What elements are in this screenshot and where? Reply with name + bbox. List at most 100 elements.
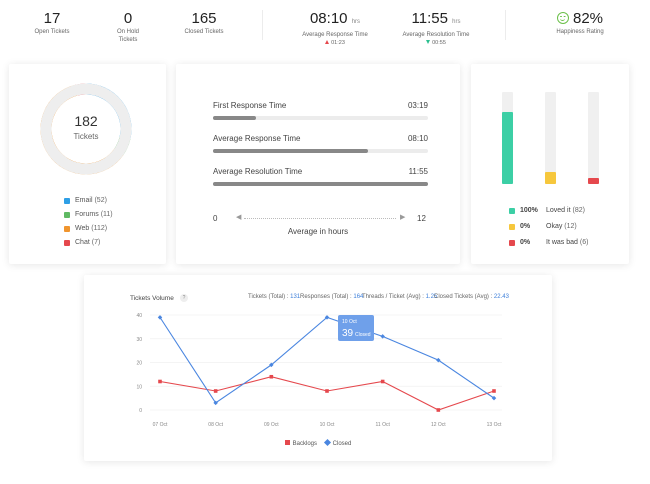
tickets-volume-chart: 40 30 20 10 0 07 Oct 08 Oct 09 Oct 10 Oct 11 Oct 1… [136, 313, 502, 428]
happiness-name: Loved it [546, 207, 571, 214]
open-tickets-stat[interactable]: 17 Open Tickets [22, 10, 82, 36]
y-tick-label: 20 [136, 361, 142, 367]
stat-threads-avg: Threads / Ticket (Avg) : 1.25 [362, 294, 437, 300]
tickets-volume-card: Tickets Volume ? Tickets (Total) : 131 R… [84, 275, 552, 461]
legend-backlogs[interactable]: Backlogs [292, 441, 317, 447]
response-row-value: 03:19 [407, 101, 428, 110]
channel-count: (52) [94, 197, 107, 204]
response-bar-fill [213, 149, 368, 153]
scale-dotted-axis [244, 218, 396, 219]
happiness-bar-fill [588, 177, 599, 184]
channel-legend-item[interactable]: Email (52) [64, 197, 107, 204]
open-tickets-label: Open Tickets [34, 29, 70, 35]
donut-total-label: Tickets [73, 132, 98, 141]
channel-count: (112) [91, 225, 108, 232]
y-tick-label: 40 [136, 313, 142, 319]
help-icon[interactable]: ? [180, 294, 188, 302]
avg-response-value: 08:10 [309, 10, 348, 27]
happiness-count: (6) [579, 239, 589, 246]
open-tickets-value: 17 [43, 10, 61, 27]
x-tick-label: 07 Oct [153, 422, 168, 428]
response-bar-track [213, 149, 428, 153]
channel-legend-item[interactable]: Forums (11) [64, 211, 113, 218]
top-stats-bar: 17 Open Tickets 0 On Hold Tickets 165 Cl… [0, 0, 650, 48]
happiness-bar-track[interactable] [545, 92, 556, 184]
happiness-legend-item[interactable]: 0% Okay (12) [509, 223, 577, 230]
on-hold-stat[interactable]: 0 On Hold Tickets [98, 10, 158, 44]
scale-caption: Average in hours [287, 227, 349, 236]
trend-up-icon [325, 40, 330, 44]
avg-response-delta: 01:23 [331, 40, 345, 46]
happiness-legend-item[interactable]: 100% Loved it (82) [509, 207, 585, 214]
avg-resolution-stat[interactable]: 11:55 hrs Average Resolution Time 00:55 [386, 10, 486, 47]
happiness-bar-fill [502, 112, 513, 184]
happiness-count: (82) [572, 207, 585, 214]
backlogs-legend-swatch [284, 440, 290, 445]
scale-right-arrow-icon[interactable]: ▶ [400, 214, 406, 221]
happiness-pct: 0% [520, 223, 531, 230]
y-tick-label: 10 [136, 384, 142, 390]
data-point-backlogs[interactable] [269, 374, 274, 379]
happiness-pct: 0% [520, 239, 531, 246]
scale-left-arrow-icon[interactable]: ◀ [236, 214, 242, 221]
response-bar-track [213, 116, 428, 120]
donut-total: 182 [74, 113, 98, 129]
channel-legend-item[interactable]: Web (112) [64, 225, 107, 232]
avg-resolution-unit: hrs [452, 19, 461, 25]
response-row-value: 11:55 [408, 167, 428, 176]
happiness-name: Okay [546, 223, 563, 230]
data-point-backlogs[interactable] [325, 389, 329, 393]
response-row-value: 08:10 [407, 134, 428, 143]
trend-down-icon [426, 40, 431, 44]
response-times-card: First Response Time 03:19 Average Response… [176, 64, 460, 264]
chart-tooltip: 10 Oct 39 Closed [338, 315, 374, 341]
y-tick-label: 0 [139, 408, 142, 414]
divider [262, 10, 263, 40]
happiness-stat[interactable]: 82% Happiness Rating [540, 10, 620, 36]
happiness-name: It was bad [546, 239, 578, 246]
stat-label: Responses (Total) : [300, 294, 352, 300]
response-row-label: Average Resolution Time [213, 167, 303, 176]
happiness-bar-track[interactable] [588, 92, 599, 184]
legend-swatch [64, 239, 70, 246]
avg-response-stat[interactable]: 08:10 hrs Average Response Time 01:23 [290, 10, 380, 47]
closed-legend-swatch [323, 438, 331, 447]
avg-resolution-delta: 00:55 [432, 40, 446, 46]
legend-swatch [64, 197, 70, 204]
response-row-label: Average Response Time [213, 134, 301, 143]
legend-swatch [509, 223, 515, 230]
legend-swatch [509, 239, 515, 246]
happiness-bar-fill [545, 172, 556, 184]
happiness-value: 82% [572, 10, 604, 27]
stat-responses-total: Responses (Total) : 164 [300, 294, 363, 300]
stat-value: 164 [353, 294, 364, 300]
closed-tickets-stat[interactable]: 165 Closed Tickets [172, 10, 236, 36]
happiness-count: (12) [564, 223, 577, 230]
on-hold-label-2: Tickets [118, 37, 138, 43]
closed-tickets-label: Closed Tickets [184, 29, 224, 35]
happiness-legend-item[interactable]: 0% It was bad (6) [509, 239, 588, 246]
channel-legend-item[interactable]: Chat (7) [64, 239, 100, 246]
data-point-backlogs[interactable] [492, 389, 496, 393]
legend-closed[interactable]: Closed [332, 441, 352, 447]
channel-count: (11) [100, 211, 113, 218]
on-hold-value: 0 [123, 10, 133, 27]
channel-name: Forums [75, 211, 99, 218]
channel-name: Web [75, 225, 90, 232]
x-tick-label: 11 Oct [375, 422, 390, 428]
response-bar-fill [213, 182, 428, 186]
legend-swatch [64, 211, 70, 218]
volume-legend: Backlogs Closed [84, 438, 552, 447]
data-point-backlogs[interactable] [380, 379, 385, 384]
channel-count: (7) [91, 239, 101, 246]
data-point-backlogs[interactable] [436, 408, 441, 412]
happiness-pct: 100% [520, 207, 538, 214]
x-tick-label: 09 Oct [264, 422, 279, 428]
happiness-bar-track[interactable] [502, 92, 513, 184]
data-point-backlogs[interactable] [158, 379, 162, 384]
data-point-backlogs[interactable] [213, 389, 218, 393]
response-row-label: First Response Time [213, 101, 287, 110]
x-tick-label: 12 Oct [431, 422, 446, 428]
stat-label: Closed Tickets (Avg) : [434, 294, 493, 300]
data-point-closed[interactable] [380, 334, 385, 339]
